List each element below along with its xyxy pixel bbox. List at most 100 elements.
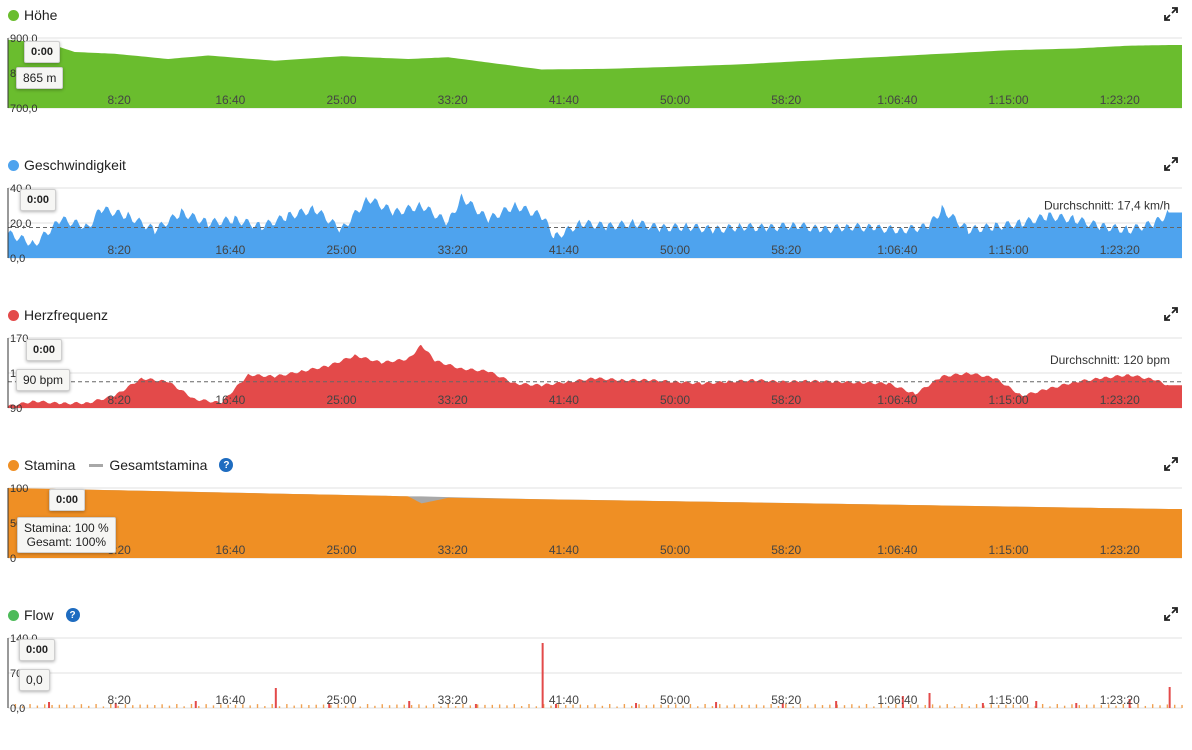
x-tick-label: 1:15:00: [989, 93, 1029, 107]
expand-icon[interactable]: [1164, 157, 1178, 171]
expand-icon[interactable]: [1164, 457, 1178, 471]
bar-noise: [183, 706, 185, 708]
bar-noise: [990, 704, 992, 708]
bar-noise: [1181, 704, 1183, 708]
bar-noise: [1085, 704, 1088, 708]
bar-noise: [198, 706, 200, 708]
x-tick-label: 8:20: [107, 93, 131, 107]
panel-title: Höhe: [24, 7, 58, 23]
bar-noise: [814, 704, 816, 708]
legend-dot: [8, 609, 19, 621]
bar-noise: [330, 705, 332, 708]
legend-dot: [8, 309, 19, 321]
bar-noise: [51, 704, 53, 708]
x-tick-label: 1:06:40: [877, 393, 917, 407]
x-tick-label: 25:00: [327, 393, 357, 407]
bar: [781, 703, 784, 708]
bar-noise: [344, 705, 347, 708]
bar-noise: [227, 704, 229, 708]
x-tick-label: 16:40: [215, 693, 245, 707]
chart-flow: 0,070,0140,08:2016:4025:0033:2041:4050:0…: [7, 633, 1183, 715]
tooltip-time: 0:00: [24, 41, 61, 63]
x-tick-label: 16:40: [215, 243, 245, 257]
bar-noise: [66, 704, 68, 708]
bar-noise: [792, 706, 794, 708]
tooltip-time: 0:00: [49, 489, 86, 511]
bar-noise: [675, 704, 677, 708]
bar-noise: [205, 704, 207, 708]
panel-header: Stamina Gesamtstamina ?: [8, 456, 234, 474]
bar-noise: [653, 704, 655, 708]
help-icon[interactable]: ?: [219, 458, 234, 472]
tooltip-value: 865 m: [16, 67, 64, 89]
bar-noise: [1159, 705, 1161, 708]
bar-noise: [352, 704, 354, 708]
x-tick-label: 1:06:40: [877, 693, 917, 707]
bar-noise: [1078, 705, 1081, 708]
bar-noise: [498, 704, 501, 708]
bar-noise: [117, 705, 119, 708]
series-area: [8, 344, 1182, 408]
bar-noise: [454, 706, 457, 708]
x-tick-label: 50:00: [660, 93, 690, 107]
x-tick-label: 33:20: [438, 243, 468, 257]
bar-noise: [579, 704, 582, 708]
bar-noise: [1041, 704, 1044, 708]
bar-noise: [381, 704, 383, 708]
bar-noise: [741, 704, 743, 708]
bar-noise: [968, 706, 970, 708]
help-icon[interactable]: ?: [65, 608, 80, 622]
y-tick-label: 170: [10, 333, 28, 345]
bar-noise: [1027, 704, 1029, 708]
bar-noise: [535, 706, 538, 708]
bar-noise: [667, 705, 670, 708]
expand-icon[interactable]: [1164, 7, 1178, 21]
bar-noise: [242, 704, 244, 708]
bar-noise: [300, 704, 303, 708]
bar-noise: [337, 704, 339, 708]
x-tick-label: 41:40: [549, 693, 579, 707]
bar-noise: [322, 704, 325, 708]
x-tick-label: 1:15:00: [989, 693, 1029, 707]
bar-noise: [697, 706, 699, 708]
bar-noise: [73, 705, 75, 708]
bar-noise: [770, 704, 772, 708]
bar-noise: [638, 704, 640, 708]
bar-noise: [1056, 704, 1058, 708]
bar-noise: [909, 704, 912, 708]
x-tick-label: 58:20: [771, 693, 801, 707]
bar-noise: [719, 704, 721, 708]
legend-dot: [8, 159, 19, 171]
y-tick-label: 90: [10, 403, 22, 415]
panel-title: Herzfrequenz: [24, 307, 109, 323]
bar-noise: [29, 704, 31, 708]
series-area: [8, 39, 1182, 108]
bar-noise: [726, 705, 728, 708]
bar-noise: [506, 705, 508, 708]
bar-noise: [132, 705, 134, 708]
x-tick-label: 41:40: [549, 243, 579, 257]
x-tick-label: 1:23:20: [1100, 93, 1140, 107]
bar-noise: [168, 705, 171, 708]
bar-noise: [520, 706, 523, 708]
bar-noise: [286, 704, 288, 708]
expand-icon[interactable]: [1164, 607, 1178, 621]
bar-noise: [249, 705, 251, 708]
bar-noise: [1122, 704, 1125, 708]
expand-icon[interactable]: [1164, 307, 1178, 321]
bar: [114, 703, 117, 708]
bar-noise: [777, 706, 780, 708]
x-tick-label: 1:06:40: [877, 243, 917, 257]
bar-noise: [220, 704, 222, 708]
series-area: [8, 193, 1182, 258]
x-tick-label: 33:20: [438, 393, 468, 407]
bar-noise: [1173, 704, 1176, 708]
bar-noise: [36, 705, 39, 708]
panel-header: Herzfrequenz: [8, 306, 108, 324]
bar-noise: [1019, 705, 1022, 708]
x-tick-label: 58:20: [771, 93, 801, 107]
bar: [328, 703, 331, 708]
bar: [835, 701, 838, 708]
series-stamina-area: [8, 488, 1182, 558]
bar-noise: [1063, 705, 1066, 708]
